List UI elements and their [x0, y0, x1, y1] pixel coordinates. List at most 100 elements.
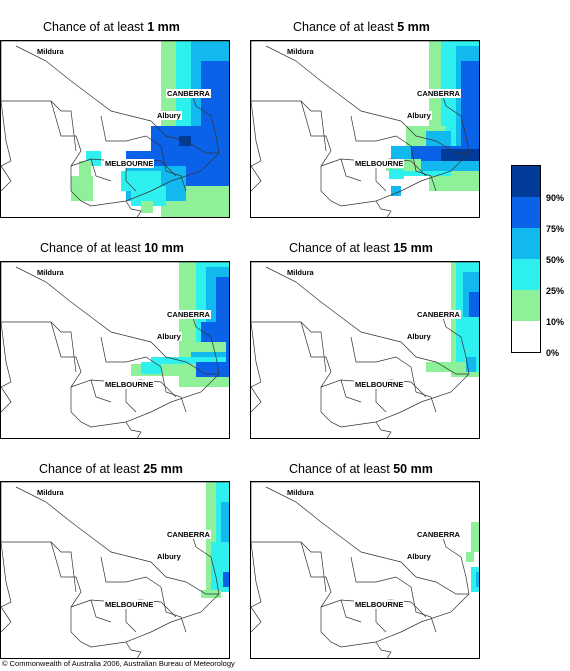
- probability-cell: [466, 357, 476, 372]
- boundary-line: [100, 115, 162, 147]
- boundary-line: [1, 386, 12, 413]
- city-label-canberra: CANBERRA: [166, 530, 211, 539]
- city-label-mildura: Mildura: [37, 268, 64, 277]
- boundary-line: [1, 100, 77, 152]
- boundary-line: [445, 326, 470, 375]
- boundary-line: [1, 165, 12, 192]
- city-label-melbourne: MELBOURNE: [354, 380, 405, 389]
- boundary-line: [340, 599, 362, 623]
- city-label-albury: Albury: [406, 111, 432, 120]
- legend-label-0: 0%: [546, 348, 560, 358]
- map-canvas: [251, 482, 479, 658]
- boundary-line: [195, 546, 220, 595]
- legend-label-25: 25%: [546, 286, 565, 296]
- probability-cell: [466, 552, 474, 562]
- map-50mm: Mildura CANBERRA Albury MELBOURNE: [250, 481, 480, 659]
- boundary-line: [90, 158, 112, 182]
- boundary-line: [300, 321, 332, 388]
- probability-cell: [426, 362, 476, 372]
- map-canvas: [251, 41, 479, 217]
- city-label-melbourne: MELBOURNE: [104, 600, 155, 609]
- city-label-melbourne: MELBOURNE: [104, 380, 155, 389]
- probability-cell: [79, 161, 91, 176]
- probability-cell: [471, 567, 479, 592]
- panel-title-50mm: Chance of at least 50 mm: [289, 462, 433, 476]
- city-label-albury: Albury: [406, 332, 432, 341]
- probability-cell: [461, 61, 479, 151]
- probability-cell: [71, 176, 93, 201]
- map-10mm: Mildura CANBERRA Albury MELBOURNE: [0, 261, 230, 439]
- probability-cell: [391, 186, 401, 196]
- boundary-line: [350, 556, 412, 588]
- map-5mm: Mildura CANBERRA Albury MELBOURNE: [250, 40, 480, 218]
- city-label-mildura: Mildura: [287, 488, 314, 497]
- boundary-line: [251, 262, 262, 388]
- probability-cell: [476, 572, 479, 587]
- boundary-line: [1, 262, 12, 388]
- probability-cell: [141, 201, 153, 213]
- city-label-albury: Albury: [156, 332, 182, 341]
- legend-label-50: 50%: [546, 255, 565, 265]
- panel-title-10mm: Chance of at least 10 mm: [40, 241, 184, 255]
- legend-swatch-50: [512, 228, 540, 259]
- boundary-line: [125, 421, 142, 438]
- city-label-mildura: Mildura: [37, 488, 64, 497]
- panel-title-25mm: Chance of at least 25 mm: [39, 462, 183, 476]
- boundary-line: [251, 41, 262, 167]
- probability-cell: [471, 522, 479, 552]
- map-1mm: Mildura CANBERRA Albury MELBOURNE: [0, 40, 230, 218]
- boundary-line: [1, 321, 77, 373]
- boundary-line: [251, 165, 262, 192]
- city-label-canberra: CANBERRA: [416, 89, 461, 98]
- boundary-line: [50, 321, 82, 388]
- map-canvas: [1, 482, 229, 658]
- boundary-line: [195, 105, 220, 154]
- panel-title-1mm: Chance of at least 1 mm: [43, 20, 180, 34]
- city-label-canberra: CANBERRA: [416, 530, 461, 539]
- legend-swatch-75: [512, 197, 540, 228]
- boundary-line: [265, 266, 469, 375]
- legend-label-90: 90%: [546, 193, 565, 203]
- city-label-albury: Albury: [156, 552, 182, 561]
- boundary-line: [340, 158, 362, 182]
- boundary-line: [350, 336, 412, 368]
- boundary-line: [265, 45, 469, 154]
- boundary-line: [125, 641, 142, 658]
- map-canvas: [251, 262, 479, 438]
- legend-swatch-10: [512, 290, 540, 321]
- copyright-notice: © Commonwealth of Australia 2006, Austra…: [2, 659, 235, 668]
- boundary-line: [100, 336, 162, 368]
- legend-swatch-90: [512, 166, 540, 197]
- panel-title-5mm: Chance of at least 5 mm: [293, 20, 430, 34]
- boundary-line: [340, 379, 362, 403]
- map-canvas: [1, 41, 229, 217]
- boundary-line: [1, 482, 12, 608]
- probability-cell: [141, 362, 161, 374]
- boundary-line: [300, 541, 332, 608]
- probability-cell: [131, 186, 166, 206]
- boundary-line: [445, 105, 470, 154]
- city-label-albury: Albury: [156, 111, 182, 120]
- boundary-line: [100, 556, 162, 588]
- boundary-line: [1, 606, 12, 633]
- probability-cell: [441, 149, 479, 161]
- boundary-line: [251, 482, 262, 608]
- boundary-line: [1, 541, 77, 593]
- map-15mm: Mildura CANBERRA Albury MELBOURNE: [250, 261, 480, 439]
- city-label-mildura: Mildura: [287, 47, 314, 56]
- city-label-canberra: CANBERRA: [166, 89, 211, 98]
- boundary-line: [1, 41, 12, 167]
- legend-label-10: 10%: [546, 317, 565, 327]
- boundary-line: [375, 641, 392, 658]
- map-25mm: Mildura CANBERRA Albury MELBOURNE: [0, 481, 230, 659]
- city-label-melbourne: MELBOURNE: [104, 159, 155, 168]
- city-label-melbourne: MELBOURNE: [354, 600, 405, 609]
- boundary-line: [15, 486, 219, 595]
- boundary-line: [50, 100, 82, 167]
- boundary-line: [251, 100, 327, 152]
- boundary-line: [300, 100, 332, 167]
- boundary-line: [15, 45, 219, 154]
- probability-cell: [221, 502, 229, 572]
- boundary-line: [15, 266, 219, 375]
- boundary-line: [375, 200, 392, 217]
